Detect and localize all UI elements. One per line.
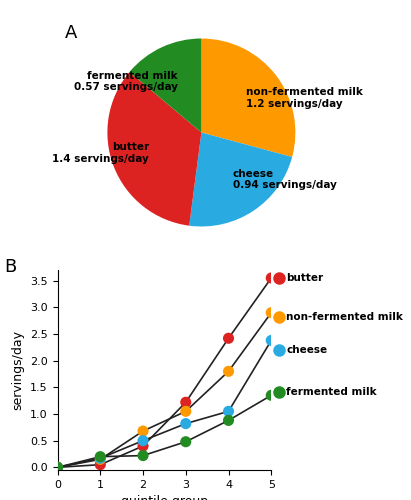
- Point: [268, 336, 275, 344]
- Point: [97, 452, 104, 460]
- Text: butter
1.4 servings/day: butter 1.4 servings/day: [52, 142, 149, 164]
- Point: [97, 454, 104, 462]
- Wedge shape: [189, 132, 292, 226]
- Text: cheese
0.94 servings/day: cheese 0.94 servings/day: [233, 168, 337, 190]
- Text: cheese: cheese: [286, 345, 327, 355]
- Point: [225, 334, 232, 342]
- Wedge shape: [129, 38, 201, 132]
- Point: [182, 408, 189, 416]
- Point: [268, 308, 275, 316]
- Point: [268, 392, 275, 400]
- Point: [268, 274, 275, 282]
- Point: [54, 464, 61, 471]
- Point: [54, 464, 61, 471]
- Point: [182, 398, 189, 406]
- Wedge shape: [107, 72, 201, 226]
- X-axis label: quintile group: quintile group: [121, 496, 208, 500]
- Point: [54, 464, 61, 471]
- Point: [182, 438, 189, 446]
- Wedge shape: [201, 38, 296, 157]
- Point: [97, 460, 104, 468]
- Point: [140, 452, 146, 460]
- Text: butter: butter: [286, 273, 323, 283]
- Text: A: A: [65, 24, 77, 42]
- Y-axis label: servings/day: servings/day: [12, 330, 25, 410]
- Point: [97, 456, 104, 464]
- Text: non-fermented milk
1.2 servings/day: non-fermented milk 1.2 servings/day: [246, 88, 363, 109]
- Point: [140, 436, 146, 444]
- Point: [225, 368, 232, 376]
- Point: [140, 427, 146, 435]
- Text: non-fermented milk: non-fermented milk: [286, 312, 403, 322]
- Text: B: B: [4, 258, 16, 276]
- Point: [140, 442, 146, 450]
- Text: fermented milk
0.57 servings/day: fermented milk 0.57 servings/day: [74, 70, 178, 92]
- Point: [54, 464, 61, 471]
- Text: fermented milk: fermented milk: [286, 386, 377, 396]
- Point: [225, 408, 232, 416]
- Point: [225, 416, 232, 424]
- Point: [182, 420, 189, 428]
